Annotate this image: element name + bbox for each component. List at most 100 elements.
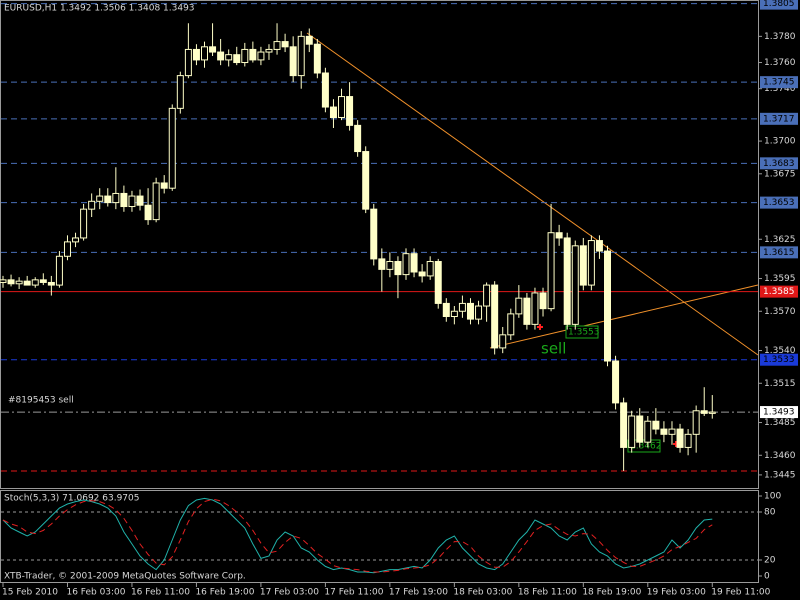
candle-body — [587, 240, 595, 286]
candle-body — [160, 182, 168, 189]
candle-body — [47, 281, 55, 286]
candle-body — [168, 107, 176, 189]
candle-body — [442, 302, 450, 318]
y-tick-label: 80 — [764, 508, 776, 518]
x-tick-label: 16 Feb 19:00 — [195, 588, 254, 598]
candle-body — [31, 279, 39, 286]
candle-body — [7, 279, 15, 285]
x-tick-label: 17 Feb 03:00 — [260, 588, 319, 598]
candle-body — [63, 241, 71, 257]
candle-body — [466, 302, 474, 320]
trade-arrow — [537, 324, 543, 330]
candle-body — [370, 208, 378, 260]
x-tick-label: 16 Feb 11:00 — [131, 588, 190, 598]
candle-body — [652, 420, 660, 430]
candle-body — [604, 250, 611, 362]
footer: XTB-Trader, © 2001-2009 MetaQuotes Softw… — [4, 572, 246, 582]
candle-body — [515, 297, 523, 315]
chart-title: EURUSD,H1 1.3492 1.3506 1.3408 1.3493 — [4, 4, 195, 14]
candle-body — [434, 261, 442, 304]
candle-body — [418, 271, 426, 277]
level-box — [760, 196, 798, 209]
candle-body — [483, 284, 491, 307]
y-tick-label: 1.3485 — [764, 418, 796, 428]
candle-body — [507, 313, 515, 336]
candle-body — [305, 35, 313, 45]
candle-body — [499, 334, 507, 349]
candle-body — [201, 46, 208, 61]
candle-body — [273, 41, 281, 50]
x-tick-label: 16 Feb 03:00 — [66, 588, 125, 598]
y-tick-label: 20 — [764, 556, 776, 566]
level-box-label: 1.3493 — [763, 408, 795, 418]
candle-body — [338, 96, 346, 119]
candle-body — [700, 410, 708, 414]
candle-body — [660, 428, 668, 435]
candle-body — [136, 195, 144, 206]
candle-body — [152, 182, 160, 221]
candle-body — [0, 279, 7, 283]
level-box-label: 1.3683 — [763, 159, 795, 169]
candle-body — [39, 279, 47, 283]
candle-body — [491, 284, 499, 349]
y-tick-label: 1.3595 — [764, 274, 796, 284]
y-tick-label: 1.3460 — [764, 451, 796, 461]
x-tick-label: 15 Feb 2010 — [2, 588, 58, 598]
candle-body — [112, 192, 120, 204]
candle-body — [555, 232, 563, 239]
candle-body — [249, 48, 257, 61]
price-tag-text: 1.3462 — [630, 442, 662, 452]
candle-body — [96, 195, 104, 202]
candle-body — [708, 411, 716, 414]
candle-body — [88, 200, 96, 210]
candle-body — [644, 420, 652, 443]
candle-body — [241, 48, 249, 64]
candle-body — [539, 292, 547, 310]
candle-body — [354, 124, 362, 153]
price-tag — [627, 439, 661, 453]
candle-body — [120, 192, 128, 208]
candle-body — [628, 415, 636, 448]
candle-body — [410, 253, 418, 273]
candle-body — [225, 54, 233, 61]
indicator-frame — [0, 490, 759, 583]
candle-body — [458, 302, 466, 312]
candle-body — [297, 35, 305, 77]
level-box — [760, 353, 798, 366]
candle-body — [547, 232, 555, 310]
candle-body — [217, 51, 225, 61]
candle-body — [450, 310, 458, 318]
candle-body — [475, 305, 483, 320]
level-box — [760, 406, 798, 419]
candle-body — [378, 258, 386, 270]
price-tag-text: 1.3553 — [568, 328, 600, 338]
candle-body — [531, 292, 539, 325]
candle-body — [579, 245, 587, 286]
signal-label: sell — [541, 340, 566, 358]
x-tick-label: 17 Feb 11:00 — [324, 588, 383, 598]
candle-body — [321, 72, 329, 108]
x-tick-label: 18 Feb 19:00 — [582, 588, 641, 598]
x-tick-label: 19 Feb 03:00 — [647, 588, 706, 598]
candle-body — [192, 48, 200, 61]
level-box — [760, 0, 798, 10]
level-box — [760, 76, 798, 89]
x-tick-label: 18 Feb 03:00 — [453, 588, 512, 598]
candle-body — [362, 151, 370, 210]
x-tick-label: 19 Feb 11:00 — [711, 588, 770, 598]
candle-body — [692, 410, 700, 435]
level-box-label: 1.3745 — [763, 78, 795, 88]
indicator-title: Stoch(5,3,3) 71.0692 63.9705 — [4, 494, 139, 504]
candle-body — [15, 280, 23, 285]
candle-body — [595, 240, 603, 252]
candle-body — [257, 51, 265, 61]
level-box-label: 1.3717 — [763, 114, 795, 124]
candle-body — [233, 54, 241, 64]
candle-body — [636, 415, 644, 443]
candle-body — [289, 46, 297, 77]
y-tick-label: 0 — [764, 572, 770, 582]
x-tick-label: 18 Feb 11:00 — [518, 588, 577, 598]
y-tick-label: 100 — [764, 492, 781, 502]
y-tick-label: 1.3515 — [764, 379, 796, 389]
y-tick-label: 1.3780 — [764, 32, 796, 42]
